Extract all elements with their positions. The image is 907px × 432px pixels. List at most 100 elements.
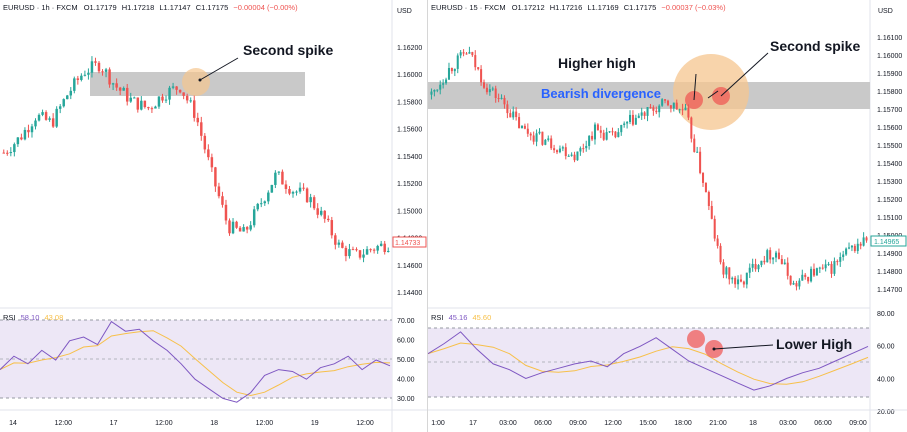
candle-body — [681, 109, 684, 111]
candle-body — [564, 147, 567, 157]
candle-body — [710, 206, 713, 219]
candle-body — [48, 118, 51, 120]
candle-body — [766, 250, 769, 263]
candle-body — [859, 243, 862, 246]
rsi-tick-label: 30.00 — [397, 396, 415, 403]
candle-body — [207, 149, 210, 158]
price-tick-label: 1.15800 — [877, 89, 902, 96]
candle-body — [442, 83, 445, 85]
candle-body — [305, 188, 309, 203]
candle-body — [129, 97, 132, 102]
candle-body — [182, 92, 185, 96]
candle-body — [309, 197, 312, 203]
candle-body — [693, 138, 696, 152]
candle-body — [532, 135, 535, 142]
candle-body — [267, 192, 270, 202]
candle-body — [157, 96, 161, 107]
candle-body — [249, 225, 252, 230]
candle-body — [573, 154, 576, 161]
candle-body — [372, 249, 376, 251]
candle-body — [83, 74, 87, 76]
candle-body — [742, 281, 745, 285]
candle-body — [602, 132, 605, 140]
candle-body — [789, 275, 792, 285]
candle-body — [541, 131, 544, 145]
candle-body — [827, 263, 830, 265]
left-price-tag-label: 1.14733 — [395, 240, 420, 247]
candle-body — [640, 112, 643, 116]
candle-body — [801, 274, 804, 281]
time-tick-label: 17 — [469, 420, 477, 427]
candle-body — [379, 243, 383, 246]
candle-body — [582, 148, 585, 150]
price-tick-label: 1.15200 — [877, 197, 902, 204]
candle-body — [704, 182, 707, 193]
left-annotation-dot — [198, 78, 202, 82]
candle-body — [37, 114, 41, 121]
time-tick-label: 06:00 — [534, 420, 552, 427]
right-rsi-v1: 45.16 — [449, 313, 468, 322]
candle-body — [468, 52, 471, 54]
svg-text:RSI 45.16 45.60: RSI 45.16 45.60 — [431, 313, 491, 322]
price-tick-label: 1.16000 — [877, 53, 902, 60]
candle-body — [164, 99, 168, 101]
candle-body — [185, 95, 189, 101]
left-rsi-ticks: 70.00 60.00 50.00 40.00 30.00 — [397, 318, 415, 403]
candle-body — [535, 133, 538, 142]
candle-body — [862, 237, 865, 246]
candle-body — [55, 108, 58, 127]
candle-body — [101, 71, 104, 73]
left-candles — [2, 56, 390, 263]
candle-body — [270, 184, 274, 193]
candle-body — [319, 210, 323, 215]
candle-body — [327, 218, 330, 221]
candle-body — [362, 254, 365, 258]
candle-body — [588, 135, 591, 146]
candle-body — [348, 249, 351, 257]
candle-body — [69, 90, 73, 96]
candle-body — [453, 68, 456, 72]
left-open: O1.17179 — [84, 3, 117, 12]
candle-body — [445, 79, 448, 84]
candle-body — [462, 52, 465, 54]
candle-body — [690, 117, 693, 139]
svg-text:EURUSD · 1h · FXCM O1.17: EURUSD · 1h · FXCM O1.17179 H1.17218 L1.… — [3, 3, 298, 12]
candle-body — [798, 280, 801, 287]
candle-body — [387, 250, 390, 252]
candle-body — [810, 268, 813, 282]
price-tick-label: 1.15300 — [877, 179, 902, 186]
candle-body — [94, 61, 97, 63]
rsi-tick-label: 50.00 — [397, 357, 415, 364]
candle-body — [845, 248, 848, 255]
candle-body — [553, 148, 556, 151]
candle-body — [722, 262, 725, 275]
price-tick-label: 1.14900 — [877, 251, 902, 258]
left-rsi-ma-line — [0, 330, 391, 397]
candle-body — [821, 267, 824, 269]
candle-body — [842, 254, 845, 258]
candle-body — [529, 133, 532, 136]
right-rsi-ticks: 80.00 60.00 40.00 20.00 — [877, 311, 895, 416]
candle-body — [122, 87, 125, 91]
price-tick-label: 1.15600 — [877, 125, 902, 132]
candle-body — [661, 99, 664, 106]
candle-body — [734, 277, 737, 285]
left-low: L1.17147 — [159, 3, 190, 12]
right-currency: USD — [878, 8, 893, 15]
right-hh-line — [693, 73, 697, 101]
time-tick-label: 18 — [210, 420, 218, 427]
candle-body — [76, 78, 80, 80]
candle-body — [291, 192, 295, 194]
left-change: −0.00004 (−0.00%) — [233, 3, 298, 12]
right-rsi-high-marker — [687, 330, 705, 348]
candle-body — [193, 100, 196, 118]
candle-body — [203, 135, 207, 150]
right-divergence-label: Bearish divergence — [541, 86, 661, 101]
right-chart-svg: EURUSD · 15 · FXCM O1.17212 H1.17216 L1.… — [428, 0, 907, 432]
candle-body — [312, 197, 316, 209]
candle-body — [558, 148, 561, 153]
candle-body — [512, 111, 515, 118]
candle-body — [687, 107, 690, 118]
left-rsi-v1: 58.10 — [21, 313, 40, 322]
candle-body — [140, 100, 143, 110]
